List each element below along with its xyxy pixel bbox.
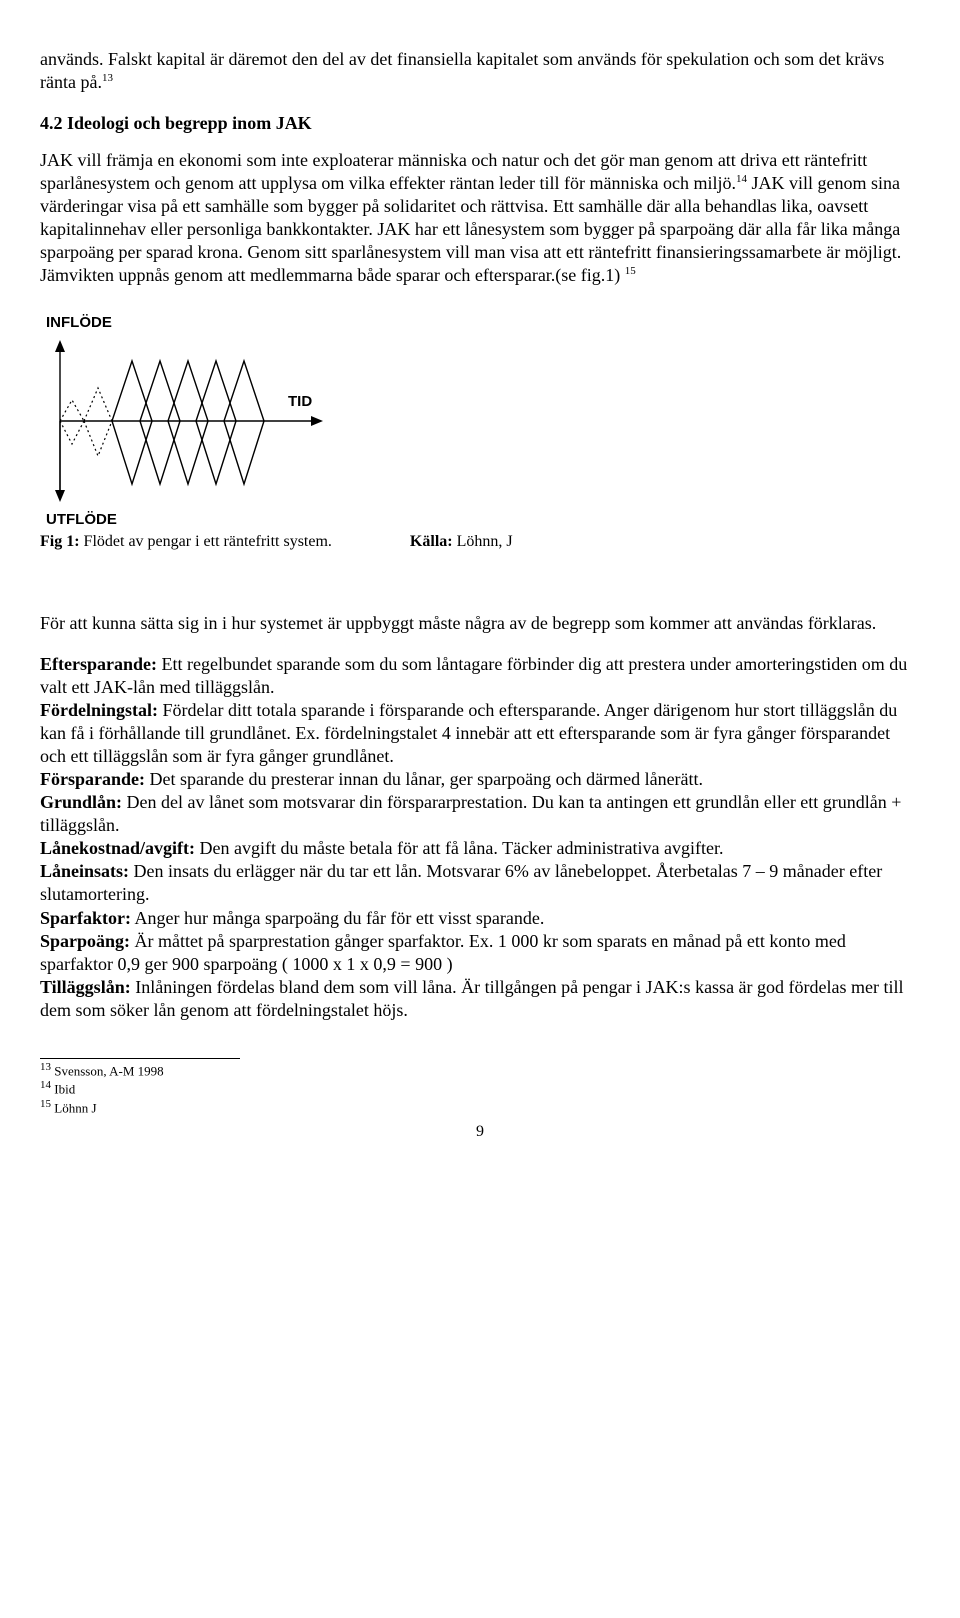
definition-text: Inlåningen fördelas bland dem som vill l… <box>40 977 904 1020</box>
inflode-label: INFLÖDE <box>46 313 920 332</box>
definition-item: Grundlån: Den del av lånet som motsvarar… <box>40 791 920 837</box>
definition-text: Är måttet på sparprestation gånger sparf… <box>40 931 846 974</box>
footnote: 13 Svensson, A-M 1998 <box>40 1061 240 1080</box>
body-paragraph-1: JAK vill främja en ekonomi som inte expl… <box>40 149 920 287</box>
definition-item: Fördelningstal: Fördelar ditt totala spa… <box>40 699 920 768</box>
definition-text: Den del av lånet som motsvarar din försp… <box>40 792 901 835</box>
intro-continuation: används. Falskt kapital är däremot den d… <box>40 48 920 94</box>
footnote-text: Svensson, A-M 1998 <box>51 1063 164 1078</box>
page-number: 9 <box>40 1122 920 1142</box>
figure-1: INFLÖDE TID UTFLÖDE Fig 1: Flödet av pen… <box>40 313 920 552</box>
caption-fig-t: Flödet av pengar i ett räntefritt system… <box>80 533 332 550</box>
footnote-number: 15 <box>40 1098 51 1110</box>
definition-item: Tilläggslån: Inlåningen fördelas bland d… <box>40 976 920 1022</box>
definition-term: Lånekostnad/avgift: <box>40 838 195 858</box>
caption-fig-b: Fig 1: <box>40 533 80 550</box>
definitions-block: Eftersparande: Ett regelbundet sparande … <box>40 653 920 1022</box>
footnote: 15 Löhnn J <box>40 1098 240 1117</box>
footnote-ref-15: 15 <box>625 265 636 277</box>
definition-text: Ett regelbundet sparande som du som lånt… <box>40 654 907 697</box>
footnote-text: Ibid <box>51 1082 75 1097</box>
definition-term: Låneinsats: <box>40 861 129 881</box>
figure-caption: Fig 1: Flödet av pengar i ett räntefritt… <box>40 532 920 552</box>
definition-term: Försparande: <box>40 769 145 789</box>
footnote-text: Löhnn J <box>51 1100 97 1115</box>
definition-term: Tilläggslån: <box>40 977 131 997</box>
definition-term: Sparpoäng: <box>40 931 130 951</box>
definition-item: Låneinsats: Den insats du erlägger när d… <box>40 860 920 906</box>
intro-text: används. Falskt kapital är däremot den d… <box>40 49 884 92</box>
definitions-intro: För att kunna sätta sig in i hur systeme… <box>40 612 920 635</box>
definition-text: Den avgift du måste betala för att få lå… <box>195 838 723 858</box>
definition-item: Sparpoäng: Är måttet på sparprestation g… <box>40 930 920 976</box>
definition-text: Det sparande du presterar innan du lånar… <box>145 769 703 789</box>
zigzag-diagram: TID <box>40 336 360 506</box>
footnote-ref-13: 13 <box>102 72 113 84</box>
definition-term: Grundlån: <box>40 792 122 812</box>
definition-item: Eftersparande: Ett regelbundet sparande … <box>40 653 920 699</box>
caption-source-t: Löhnn, J <box>453 533 513 550</box>
footnote-number: 14 <box>40 1079 51 1091</box>
body1-a: JAK vill främja en ekonomi som inte expl… <box>40 150 867 193</box>
definition-item: Sparfaktor: Anger hur många sparpoäng du… <box>40 907 920 930</box>
footnote-number: 13 <box>40 1061 51 1073</box>
footnote: 14 Ibid <box>40 1079 240 1098</box>
section-heading: 4.2 Ideologi och begrepp inom JAK <box>40 112 920 135</box>
utflode-label: UTFLÖDE <box>46 510 920 529</box>
definition-text: Fördelar ditt totala sparande i förspara… <box>40 700 897 766</box>
definition-term: Sparfaktor: <box>40 908 131 928</box>
footnote-ref-14: 14 <box>736 173 747 185</box>
caption-source-b: Källa: <box>410 533 453 550</box>
definition-text: Den insats du erlägger när du tar ett lå… <box>40 861 882 904</box>
definition-item: Lånekostnad/avgift: Den avgift du måste … <box>40 837 920 860</box>
definition-term: Fördelningstal: <box>40 700 158 720</box>
definition-text: Anger hur många sparpoäng du får för ett… <box>131 908 544 928</box>
footnotes: 13 Svensson, A-M 199814 Ibid15 Löhnn J <box>40 1058 240 1117</box>
definition-term: Eftersparande: <box>40 654 157 674</box>
tid-label: TID <box>288 393 312 410</box>
definition-item: Försparande: Det sparande du presterar i… <box>40 768 920 791</box>
